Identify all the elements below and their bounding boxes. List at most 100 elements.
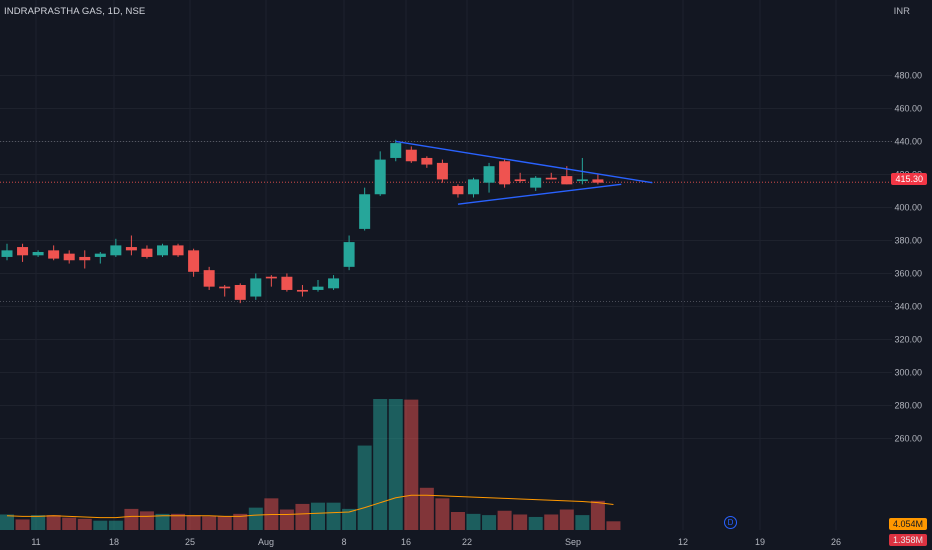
symbol-title[interactable]: INDRAPRASTHA GAS, 1D, NSE — [4, 6, 146, 17]
volume-bar — [404, 399, 419, 530]
candle-body — [359, 194, 371, 229]
volume-bar — [342, 508, 357, 530]
volume-bar — [186, 515, 201, 530]
volume-bar — [497, 510, 512, 530]
volume-bar — [46, 515, 61, 530]
candle-body — [125, 247, 137, 251]
currency-label: INR — [893, 6, 910, 17]
candle-body — [141, 248, 153, 257]
volume-bar — [15, 519, 30, 530]
candle-body — [343, 242, 355, 267]
candle-body — [1, 250, 13, 257]
candle-body — [405, 149, 417, 162]
candle-body — [79, 256, 91, 261]
volume-bar — [155, 513, 170, 530]
volume-bar — [450, 511, 465, 530]
volume-bar — [233, 513, 248, 530]
candle-body — [328, 278, 340, 289]
volume-bar — [248, 507, 263, 530]
candle-body — [576, 179, 588, 182]
volume-bar — [31, 515, 46, 530]
volume-bar — [326, 502, 341, 530]
volume-bar — [0, 514, 14, 530]
volume-bar — [217, 516, 232, 530]
volume-bar — [124, 508, 139, 530]
candle-body — [48, 250, 60, 259]
x-tick-label: 8 — [341, 537, 346, 547]
volume-bar — [311, 502, 325, 530]
y-tick-label: 300.00 — [894, 367, 922, 377]
candle-body — [312, 286, 324, 290]
y-tick-label: 340.00 — [894, 301, 922, 311]
candle-body — [172, 245, 184, 256]
candle-body — [157, 245, 168, 256]
x-tick-label: 16 — [401, 537, 411, 547]
candle-body — [250, 278, 262, 297]
volume-bar — [171, 513, 186, 530]
y-tick-label: 460.00 — [894, 103, 922, 113]
candle-body — [17, 247, 29, 256]
volume-bar — [513, 514, 528, 530]
candle-body — [234, 285, 246, 300]
candle-body — [188, 250, 200, 272]
candle-body — [110, 245, 122, 256]
candle-body — [499, 161, 511, 185]
candle-body — [514, 179, 526, 182]
x-tick-label: 12 — [678, 537, 688, 547]
candle-body — [436, 162, 448, 180]
candle-body — [374, 159, 386, 195]
candle-body — [281, 276, 293, 290]
volume-bar — [202, 516, 217, 530]
candle-body — [545, 177, 557, 180]
volume-bar — [559, 509, 574, 530]
volume-tag: 1.358M — [888, 534, 927, 546]
candle-body — [421, 157, 433, 165]
candle-body — [530, 177, 542, 188]
dividend-marker-icon[interactable]: D — [724, 516, 737, 529]
volume-bar — [279, 509, 294, 530]
volume-bar — [528, 516, 543, 530]
x-tick-label: Aug — [258, 537, 274, 547]
x-tick-label: 11 — [31, 537, 40, 547]
candle-body — [94, 253, 106, 257]
volume-bar — [357, 445, 372, 530]
volume-bar — [435, 498, 450, 530]
volume-bar — [575, 515, 590, 530]
volume-bar — [295, 503, 310, 530]
y-tick-label: 260.00 — [894, 433, 922, 443]
x-tick-label: Sep — [565, 537, 581, 547]
candle-body — [63, 253, 75, 261]
volume-bar — [544, 514, 559, 530]
x-tick-label: 22 — [462, 537, 472, 547]
volume-bar — [388, 399, 403, 530]
volume-bar — [466, 513, 481, 530]
y-tick-label: 280.00 — [894, 400, 922, 410]
volume-bar — [77, 518, 92, 530]
volume-bar — [419, 487, 434, 530]
y-tick-label: 400.00 — [894, 202, 922, 212]
y-tick-label: 480.00 — [894, 70, 922, 80]
candle-body — [219, 286, 231, 289]
candle-body — [32, 252, 44, 256]
volume-average-tag: 4.054M — [888, 518, 927, 530]
candle-body — [452, 186, 464, 195]
candle-body — [468, 179, 479, 195]
y-tick-label: 440.00 — [894, 136, 922, 146]
candle-body — [296, 289, 308, 292]
candle-body — [592, 179, 604, 183]
y-tick-label: 360.00 — [894, 268, 922, 278]
candle-body — [203, 270, 215, 287]
trendline-lower — [457, 183, 622, 205]
volume-bar — [606, 521, 621, 530]
volume-bar — [62, 517, 77, 530]
volume-bar — [108, 520, 123, 530]
volume-bar — [139, 511, 154, 530]
candle-body — [483, 166, 495, 183]
x-tick-label: 18 — [109, 537, 119, 547]
candle-body — [561, 176, 573, 185]
x-tick-label: 26 — [831, 537, 841, 547]
trendline-upper — [395, 140, 653, 184]
volume-ma-line — [6, 494, 614, 519]
